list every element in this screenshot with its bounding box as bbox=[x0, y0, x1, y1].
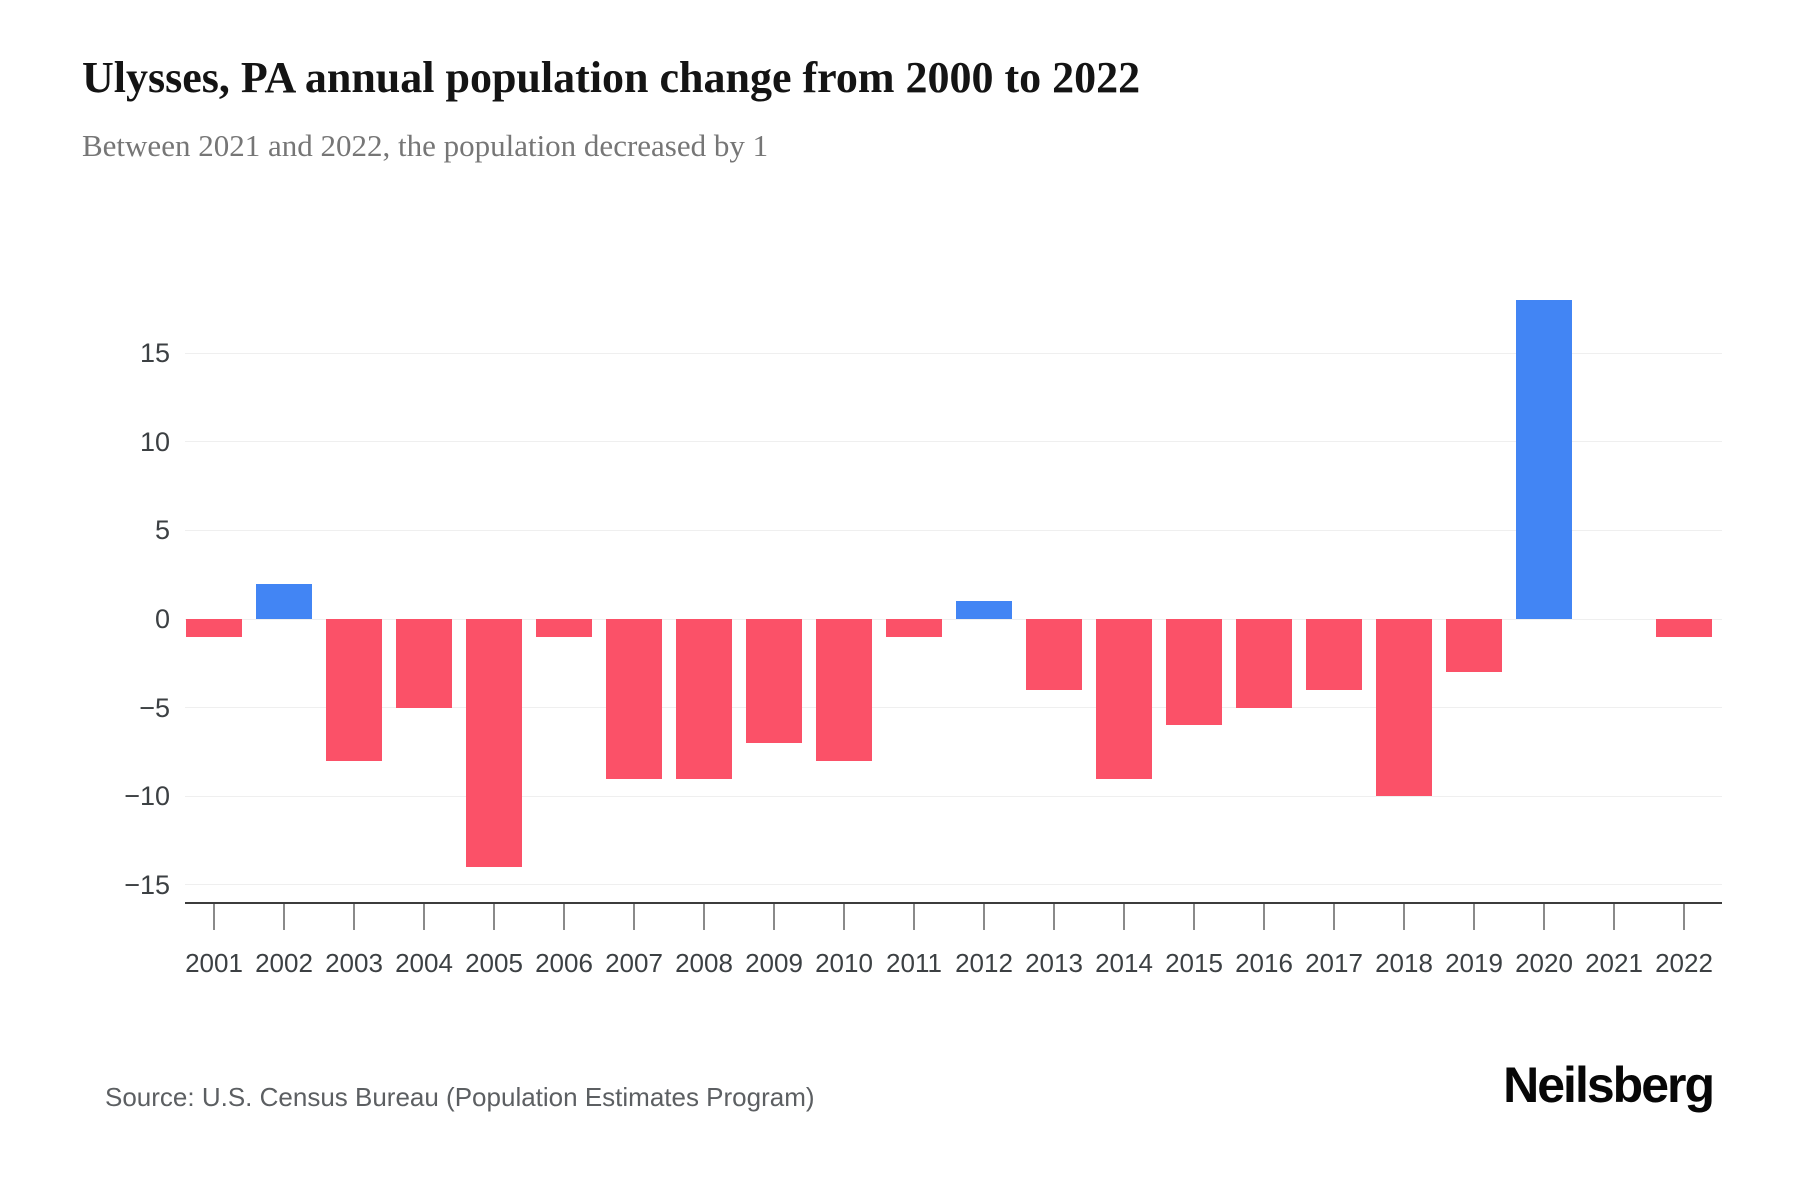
x-axis-tick bbox=[1473, 904, 1475, 930]
x-axis-tick bbox=[913, 904, 915, 930]
x-axis-tick bbox=[423, 904, 425, 930]
bar-2016 bbox=[1236, 619, 1292, 708]
x-axis-tick bbox=[1613, 904, 1615, 930]
x-axis-label: 2017 bbox=[1305, 948, 1363, 978]
x-axis-label: 2020 bbox=[1515, 948, 1573, 978]
x-axis-label: 2018 bbox=[1375, 948, 1433, 978]
x-axis-tick bbox=[1123, 904, 1125, 930]
y-axis-label: −10 bbox=[124, 781, 170, 812]
x-axis-label: 2014 bbox=[1095, 948, 1153, 978]
gridline bbox=[185, 352, 1722, 354]
x-axis-label: 2002 bbox=[255, 948, 313, 978]
x-axis-label: 2001 bbox=[185, 948, 243, 978]
source-note: Source: U.S. Census Bureau (Population E… bbox=[105, 1082, 815, 1112]
bar-2018 bbox=[1376, 619, 1432, 797]
brand-logo: Neilsberg bbox=[1503, 1057, 1715, 1113]
bar-2012 bbox=[956, 601, 1012, 619]
x-axis-tick bbox=[1403, 904, 1405, 930]
y-axis-label: 0 bbox=[154, 604, 170, 634]
gridline bbox=[185, 529, 1722, 531]
x-axis-label: 2003 bbox=[325, 948, 383, 978]
x-axis-label: 2015 bbox=[1165, 948, 1223, 978]
x-axis-label: 2011 bbox=[886, 948, 942, 978]
x-axis-tick bbox=[1263, 904, 1265, 930]
x-axis-tick bbox=[1193, 904, 1195, 930]
x-axis-label: 2005 bbox=[465, 948, 523, 978]
y-axis-label: −5 bbox=[139, 692, 170, 723]
bar-2007 bbox=[606, 619, 662, 779]
x-axis-label: 2007 bbox=[605, 948, 663, 978]
bar-2010 bbox=[816, 619, 872, 761]
x-axis-tick bbox=[1333, 904, 1335, 930]
bar-2009 bbox=[746, 619, 802, 744]
bar-2015 bbox=[1166, 619, 1222, 726]
gridline bbox=[185, 884, 1722, 886]
bar-2002 bbox=[256, 583, 312, 619]
bar-2001 bbox=[186, 619, 242, 637]
bar-2006 bbox=[536, 619, 592, 637]
bar-2003 bbox=[326, 619, 382, 761]
x-axis-label: 2016 bbox=[1235, 948, 1293, 978]
x-axis-tick bbox=[283, 904, 285, 930]
bar-2017 bbox=[1306, 619, 1362, 690]
y-axis-label: 15 bbox=[139, 338, 170, 369]
bar-2014 bbox=[1096, 619, 1152, 779]
y-axis-label: −15 bbox=[124, 869, 170, 900]
x-axis-tick bbox=[1543, 904, 1545, 930]
x-axis-label: 2012 bbox=[955, 948, 1013, 978]
chart-title: Ulysses, PA annual population change fro… bbox=[82, 53, 1141, 102]
x-axis-tick bbox=[213, 904, 215, 930]
x-axis-tick bbox=[563, 904, 565, 930]
bar-2005 bbox=[466, 619, 522, 868]
x-axis-label: 2006 bbox=[535, 948, 593, 978]
x-axis-tick bbox=[843, 904, 845, 930]
y-axis-label: 5 bbox=[154, 515, 170, 546]
x-axis-label: 2019 bbox=[1445, 948, 1503, 978]
bar-2011 bbox=[886, 619, 942, 637]
bar-2022 bbox=[1656, 619, 1712, 637]
gridline bbox=[185, 795, 1722, 797]
x-axis-label: 2008 bbox=[675, 948, 733, 978]
bar-2008 bbox=[676, 619, 732, 779]
x-axis-tick bbox=[633, 904, 635, 930]
x-axis-tick bbox=[1053, 904, 1055, 930]
chart-subtitle: Between 2021 and 2022, the population de… bbox=[82, 128, 769, 163]
gridline bbox=[185, 441, 1722, 443]
bar-2013 bbox=[1026, 619, 1082, 690]
x-axis-line bbox=[185, 902, 1722, 904]
x-axis-tick bbox=[1683, 904, 1685, 930]
x-axis-tick bbox=[983, 904, 985, 930]
x-axis-tick bbox=[703, 904, 705, 930]
bar-2020 bbox=[1516, 299, 1572, 619]
y-axis-label: 10 bbox=[139, 426, 170, 457]
x-axis-tick bbox=[773, 904, 775, 930]
x-axis-label: 2009 bbox=[745, 948, 803, 978]
bar-2004 bbox=[396, 619, 452, 708]
x-axis-label: 2022 bbox=[1655, 948, 1713, 978]
x-axis-tick bbox=[493, 904, 495, 930]
gridline bbox=[185, 618, 1722, 620]
bar-2019 bbox=[1446, 619, 1502, 673]
gridline bbox=[185, 707, 1722, 709]
x-axis-label: 2013 bbox=[1025, 948, 1083, 978]
x-axis-label: 2004 bbox=[395, 948, 453, 978]
x-axis-label: 2021 bbox=[1585, 948, 1643, 978]
x-axis-tick bbox=[353, 904, 355, 930]
x-axis-label: 2010 bbox=[815, 948, 873, 978]
